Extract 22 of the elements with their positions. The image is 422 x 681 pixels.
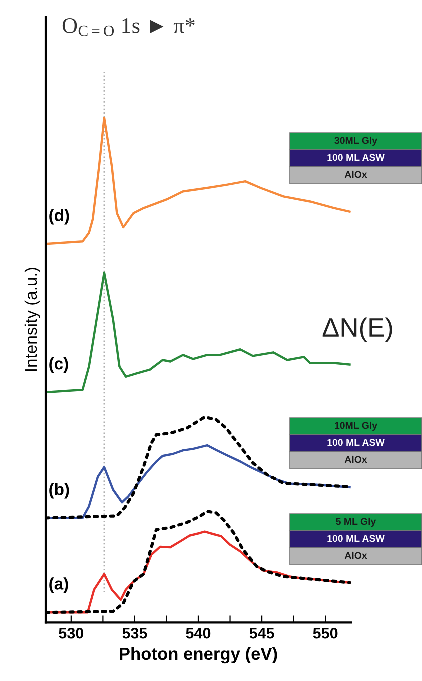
series-label: (d) bbox=[50, 209, 70, 225]
annotation: 100 ML ASW bbox=[328, 535, 385, 542]
x-tick-label: 540 bbox=[186, 628, 211, 639]
chart-title: O$_{C=O}$ 1s ► π* bbox=[62, 18, 195, 36]
x-tick-label: 535 bbox=[122, 628, 148, 639]
annotation: 30ML Gly bbox=[334, 136, 378, 146]
annotation: 100 ML ASW bbox=[328, 154, 385, 162]
x-axis-title: Photon energy (eV) bbox=[120, 647, 278, 664]
annotation: 100 ML ASW bbox=[328, 439, 385, 446]
series-label: (c) bbox=[50, 358, 68, 374]
y-axis-title: Intensity (a.u.) bbox=[24, 268, 40, 372]
series-label: (a) bbox=[50, 578, 68, 594]
x-tick-label: 550 bbox=[313, 628, 338, 639]
annotation: ΔN(E) bbox=[322, 318, 392, 342]
x-tick-label: 530 bbox=[59, 628, 84, 639]
annotation: 5 ML Gly bbox=[336, 518, 376, 528]
annotation: AlOx bbox=[344, 170, 368, 178]
annotation: 10ML Gly bbox=[335, 422, 378, 432]
annotation: AlOx bbox=[344, 552, 368, 560]
x-tick-label: 545 bbox=[250, 628, 274, 639]
series-label: (b) bbox=[50, 483, 70, 499]
annotation: AlOx bbox=[344, 456, 368, 464]
